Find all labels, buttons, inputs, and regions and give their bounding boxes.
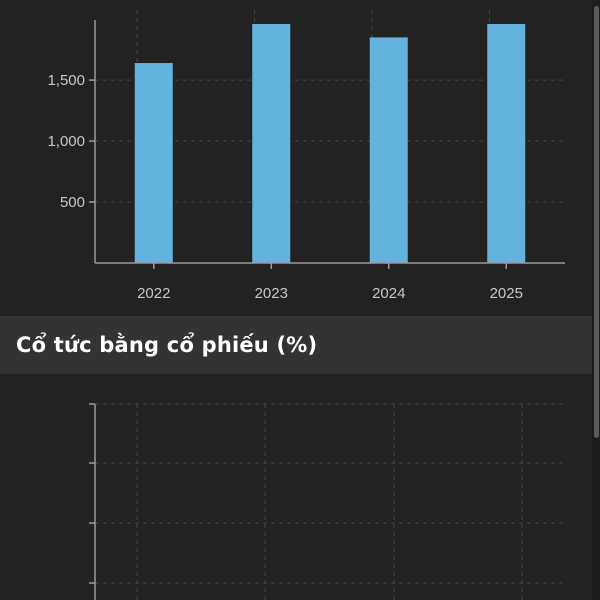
y-tick-label: 1,000 xyxy=(47,133,85,150)
bar-2025 xyxy=(487,24,526,263)
x-tick-label: 2022 xyxy=(137,285,170,302)
bar-2022 xyxy=(134,63,173,263)
bar-2023 xyxy=(252,24,291,263)
stock-dividend-chart xyxy=(89,403,565,600)
y-tick-label: 1,500 xyxy=(47,72,85,89)
scrollbar[interactable] xyxy=(592,0,600,600)
scrollbar-thumb[interactable] xyxy=(594,6,599,438)
y-tick-label: 500 xyxy=(60,194,85,211)
x-tick-label: 2023 xyxy=(255,285,288,302)
x-tick-label: 2025 xyxy=(490,285,523,302)
cash-dividend-bar-chart: 500 1,000 1,500 2022 2023 2024 2025 xyxy=(47,10,565,302)
section-title: Cổ tức bằng cổ phiếu (%) xyxy=(16,333,318,357)
section-header: Cổ tức bằng cổ phiếu (%) xyxy=(0,316,600,374)
x-tick-label: 2024 xyxy=(372,285,405,302)
bar-2024 xyxy=(369,37,408,263)
